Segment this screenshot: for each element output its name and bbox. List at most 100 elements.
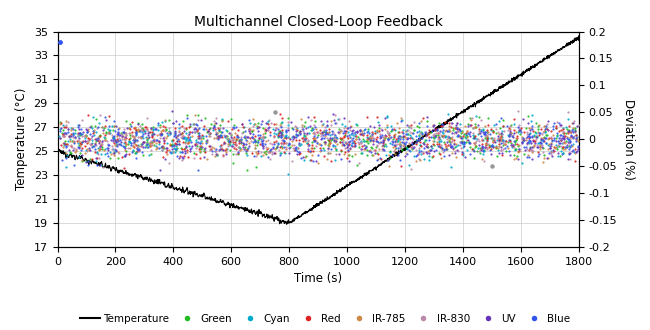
Point: [463, 139, 474, 144]
Point: [213, 133, 224, 138]
Point: [385, 134, 396, 140]
Point: [227, 126, 237, 132]
Point: [124, 135, 135, 140]
Point: [167, 138, 177, 144]
Point: [196, 139, 206, 144]
Point: [556, 122, 566, 127]
Point: [226, 134, 236, 139]
Point: [324, 126, 334, 131]
Point: [546, 143, 556, 148]
Point: [484, 144, 494, 149]
Point: [469, 140, 480, 146]
Point: [549, 120, 559, 125]
Point: [94, 138, 104, 143]
Point: [192, 135, 203, 140]
Point: [470, 142, 480, 148]
Point: [468, 133, 478, 138]
Point: [75, 144, 85, 149]
Point: [185, 146, 196, 151]
Point: [287, 126, 297, 131]
Point: [116, 140, 126, 145]
Point: [143, 136, 153, 141]
Point: [253, 132, 263, 138]
Point: [177, 156, 188, 161]
Point: [527, 134, 538, 140]
Point: [312, 140, 322, 145]
Point: [330, 113, 340, 118]
Point: [146, 133, 157, 138]
Point: [526, 147, 536, 152]
Point: [62, 143, 73, 148]
Point: [352, 139, 363, 145]
Point: [454, 139, 465, 144]
Point: [168, 149, 178, 155]
Point: [192, 127, 203, 133]
Point: [510, 140, 520, 145]
Point: [273, 135, 283, 140]
Point: [498, 123, 508, 129]
Point: [482, 130, 493, 135]
Point: [81, 133, 91, 138]
Point: [398, 143, 408, 148]
Point: [474, 148, 484, 153]
Point: [120, 131, 130, 136]
Point: [133, 148, 143, 153]
Point: [563, 130, 573, 135]
Point: [233, 134, 243, 140]
Point: [335, 136, 346, 141]
Point: [513, 150, 523, 155]
Point: [360, 146, 370, 151]
Point: [564, 152, 575, 157]
Point: [203, 129, 214, 134]
Point: [407, 135, 417, 141]
Point: [467, 125, 478, 131]
Point: [494, 135, 504, 140]
Point: [204, 143, 214, 148]
Point: [525, 140, 536, 146]
Point: [60, 144, 71, 149]
Point: [202, 139, 212, 144]
Point: [367, 146, 377, 151]
Point: [349, 139, 359, 144]
Point: [228, 145, 239, 150]
Point: [491, 127, 501, 132]
Point: [237, 121, 247, 126]
Point: [139, 140, 150, 145]
Point: [245, 130, 255, 135]
Point: [124, 138, 134, 144]
Point: [509, 127, 519, 133]
Point: [406, 135, 417, 140]
Point: [64, 134, 75, 140]
Point: [118, 130, 129, 135]
Point: [396, 134, 406, 139]
Point: [546, 128, 556, 133]
Point: [58, 144, 68, 149]
Point: [146, 143, 156, 148]
Point: [211, 132, 221, 137]
Point: [110, 146, 120, 151]
Point: [164, 126, 175, 131]
Point: [193, 140, 203, 145]
Point: [109, 123, 119, 129]
Point: [506, 131, 516, 136]
Point: [294, 130, 304, 135]
Point: [131, 129, 141, 135]
Point: [310, 126, 320, 132]
Point: [281, 146, 291, 151]
Point: [214, 133, 224, 139]
Point: [523, 125, 534, 131]
Point: [84, 137, 94, 143]
Point: [90, 123, 101, 129]
Point: [302, 115, 313, 120]
Point: [416, 148, 426, 154]
Point: [464, 139, 474, 144]
Point: [559, 130, 569, 136]
Point: [330, 140, 341, 145]
Point: [345, 125, 356, 130]
Point: [569, 125, 580, 131]
Point: [521, 135, 531, 141]
Point: [462, 133, 473, 138]
Point: [510, 142, 520, 147]
Point: [376, 134, 387, 140]
Point: [344, 133, 354, 138]
